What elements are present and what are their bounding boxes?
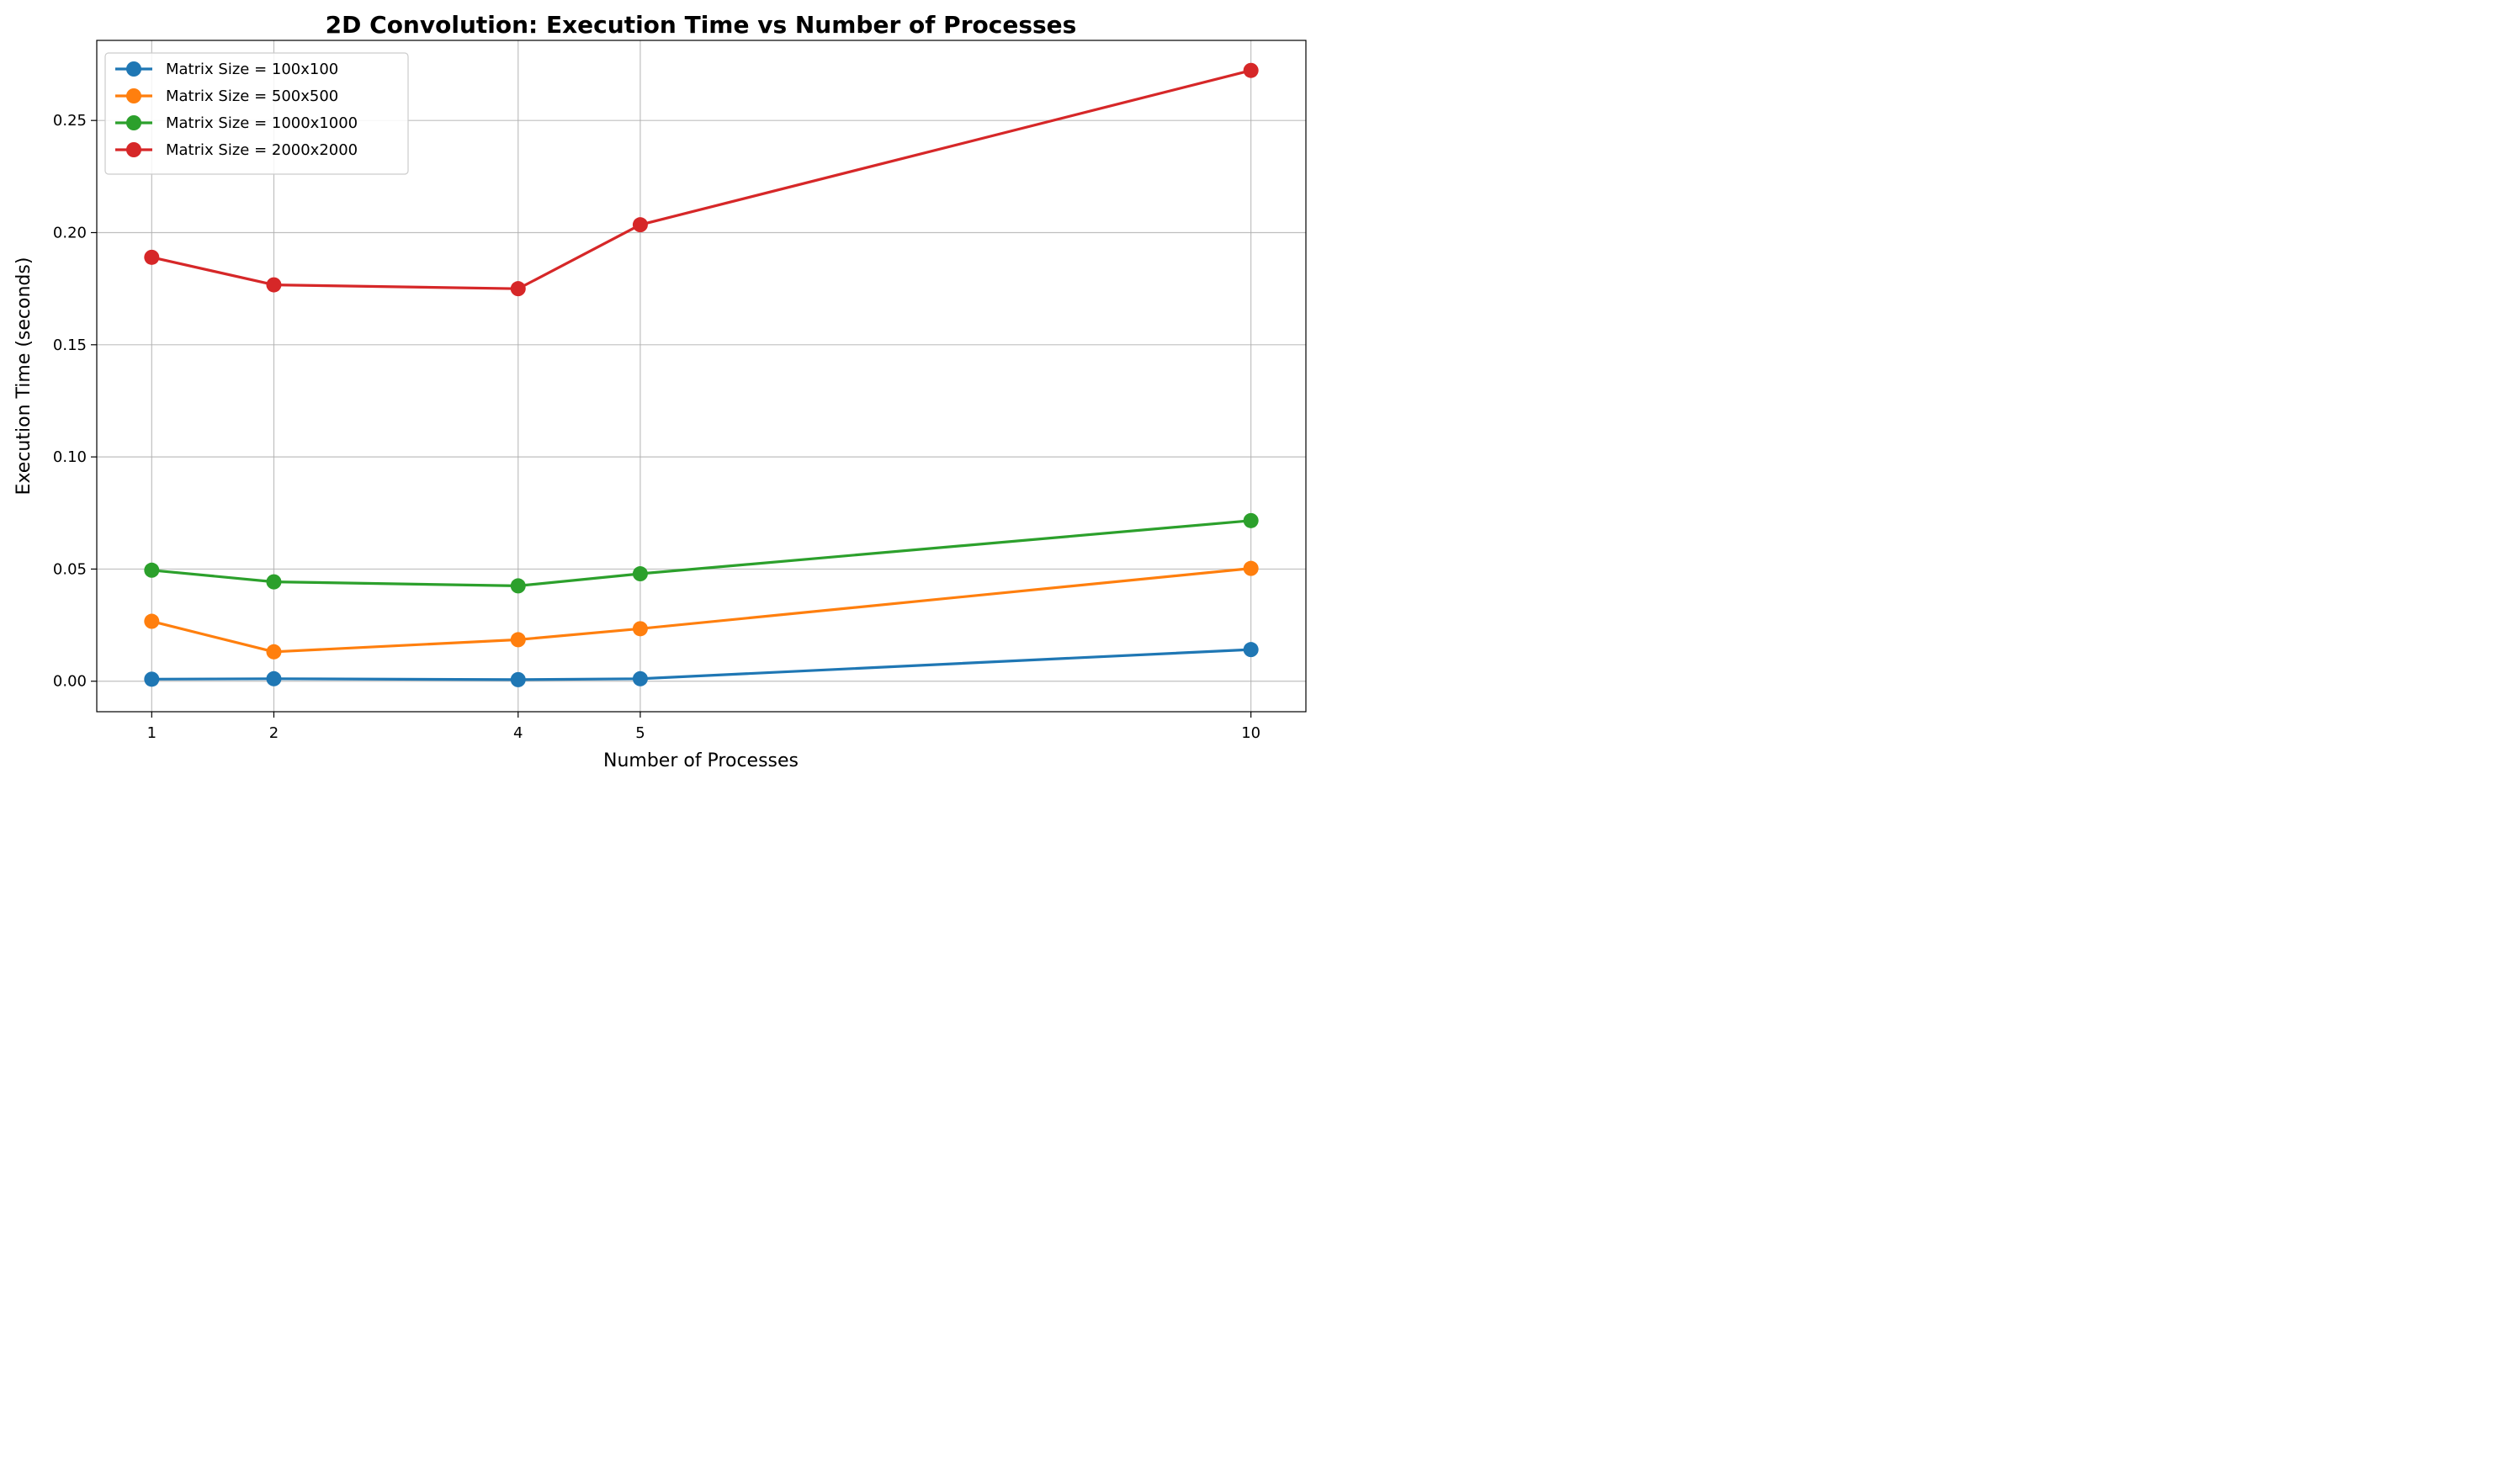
- data-point: [266, 277, 282, 293]
- grid-lines: [97, 40, 1306, 712]
- data-point: [632, 566, 648, 582]
- data-point: [632, 621, 648, 637]
- legend: Matrix Size = 100x100 Matrix Size = 500x5…: [104, 52, 409, 175]
- y-tick-label: 0.20: [53, 224, 87, 241]
- y-tick-label: 0.00: [53, 673, 87, 691]
- data-point: [632, 217, 648, 233]
- legend-label: Matrix Size = 100x100: [166, 61, 338, 78]
- series-1: [144, 642, 1259, 687]
- x-tick-label: 1: [147, 724, 157, 742]
- plot-frame: [96, 40, 1307, 713]
- data-point: [1243, 62, 1259, 78]
- data-point: [1243, 512, 1259, 528]
- y-tick-label: 0.25: [53, 112, 87, 130]
- chart-title: 2D Convolution: Execution Time vs Number…: [326, 11, 1077, 39]
- series-layer: [144, 62, 1259, 687]
- data-point: [266, 670, 282, 686]
- data-point: [144, 671, 160, 687]
- data-point: [266, 574, 282, 590]
- legend-marker: [126, 61, 141, 77]
- data-point: [510, 632, 526, 648]
- data-point: [1243, 642, 1259, 658]
- data-point: [510, 281, 526, 297]
- legend-entry: Matrix Size = 2000x2000: [115, 141, 358, 159]
- legend-box: [104, 52, 409, 175]
- data-point: [266, 644, 282, 660]
- legend-entry: Matrix Size = 100x100: [115, 61, 338, 78]
- y-tick-label: 0.15: [53, 337, 87, 354]
- legend-marker: [126, 142, 141, 157]
- legend-marker: [126, 88, 141, 103]
- line-chart: 2D Convolution: Execution Time vs Number…: [0, 0, 1316, 782]
- legend-entry: Matrix Size = 500x500: [115, 87, 338, 105]
- series-2: [144, 560, 1259, 660]
- y-axis-label: Execution Time (seconds): [13, 257, 34, 496]
- x-tick-label: 10: [1241, 724, 1260, 742]
- x-axis-label: Number of Processes: [603, 750, 799, 771]
- series-4: [144, 62, 1259, 297]
- axis-ticks: 1 2 4 5 10 0.00 0.05 0.10 0.15 0.20 0.25: [53, 112, 1260, 742]
- data-point: [144, 562, 160, 578]
- data-point: [510, 671, 526, 687]
- series-3: [144, 512, 1259, 594]
- legend-entry: Matrix Size = 1000x1000: [115, 114, 358, 132]
- y-tick-label: 0.05: [53, 560, 87, 578]
- data-point: [144, 613, 160, 629]
- legend-label: Matrix Size = 1000x1000: [166, 114, 358, 132]
- x-tick-label: 2: [269, 724, 279, 742]
- legend-label: Matrix Size = 2000x2000: [166, 141, 358, 159]
- data-point: [632, 670, 648, 686]
- x-tick-label: 4: [513, 724, 523, 742]
- legend-label: Matrix Size = 500x500: [166, 87, 338, 105]
- y-tick-label: 0.10: [53, 448, 87, 466]
- data-point: [144, 249, 160, 265]
- legend-marker: [126, 115, 141, 130]
- data-point: [510, 578, 526, 594]
- x-tick-label: 5: [635, 724, 645, 742]
- data-point: [1243, 560, 1259, 576]
